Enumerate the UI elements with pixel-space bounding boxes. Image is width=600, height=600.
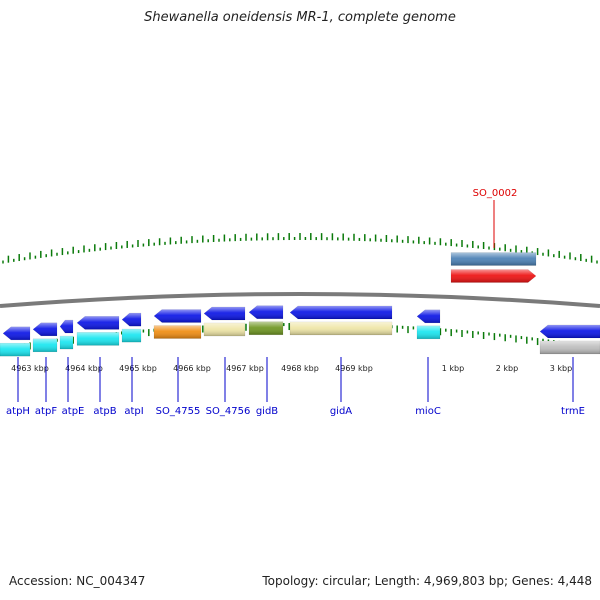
upper-feature-track (450, 252, 537, 283)
cds-block (0, 342, 31, 357)
gene-label: trmE (561, 406, 585, 417)
gene-label: atpF (35, 406, 57, 417)
gene-arrow (76, 316, 120, 330)
gene-arrow (59, 319, 74, 334)
gene-label: SO_0002 (473, 188, 518, 199)
gene-label: atpE (62, 406, 85, 417)
cds-block (59, 335, 74, 350)
kbp-label: 2 kbp (496, 364, 518, 373)
gene-label: atpH (6, 406, 30, 417)
cds-block (248, 321, 284, 336)
gene-label: mioC (415, 406, 441, 417)
gene-arrow (153, 309, 202, 323)
map-title: Shewanella oneidensis MR-1, complete gen… (144, 10, 456, 25)
cds-block (76, 332, 120, 346)
gene-label: SO_4755 (156, 406, 201, 417)
kbp-label: 4963 kbp (11, 364, 49, 373)
cds-block (289, 321, 393, 336)
kbp-label: 4965 kbp (119, 364, 157, 373)
genome-backbone (0, 292, 600, 308)
gene-arrow (248, 305, 284, 320)
gene-arrow (121, 312, 142, 327)
kbp-label: 4964 kbp (65, 364, 103, 373)
cds-block (203, 322, 246, 337)
kbp-label: 4968 kbp (281, 364, 319, 373)
gene-label: gidA (330, 406, 352, 417)
gene-label: atpI (124, 406, 143, 417)
kbp-scale: 4963 kbp 4964 kbp 4965 kbp 4966 kbp 4967 kbp… (11, 364, 572, 373)
gene-arrow (2, 326, 31, 341)
gene-label: atpB (93, 406, 116, 417)
topology-summary: Topology: circular; Length: 4,969,803 bp… (262, 574, 592, 588)
gene-arrow (416, 309, 441, 324)
cds-block (121, 328, 142, 343)
gene-arrow (32, 322, 58, 337)
cds-block (416, 325, 441, 340)
accession-text: Accession: NC_004347 (9, 574, 146, 588)
upper-tick-marks (2, 233, 598, 264)
kbp-label: 3 kbp (550, 364, 572, 373)
cds-block (32, 338, 58, 353)
kbp-label: 1 kbp (442, 364, 464, 373)
kbp-label: 4966 kbp (173, 364, 211, 373)
gene-arrow (539, 324, 600, 339)
gene-arrow (203, 306, 246, 321)
top-gene-labels: SO_0002 (473, 188, 518, 248)
gene-label: SO_4756 (206, 406, 251, 417)
cds-block (153, 325, 202, 339)
kbp-label: 4969 kbp (335, 364, 373, 373)
cds-block (539, 340, 600, 355)
repeat-feature (450, 269, 537, 283)
gene-labels: atpH atpF atpE atpB atpI SO_4755 SO_4756 gidB gi… (6, 357, 585, 417)
kbp-label: 4967 kbp (226, 364, 264, 373)
gene-arrow (289, 305, 393, 320)
gene-track (2, 305, 600, 341)
cds-track (0, 321, 600, 357)
gene-label: gidB (256, 406, 278, 417)
repeat-feature (450, 252, 537, 266)
